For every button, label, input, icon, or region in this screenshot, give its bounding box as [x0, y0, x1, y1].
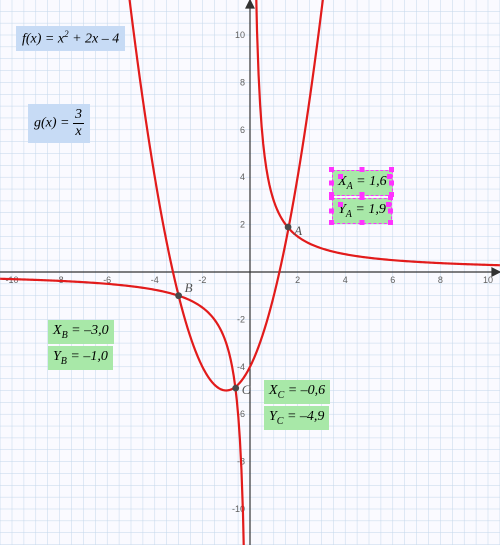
svg-text:-2: -2: [237, 314, 245, 324]
formula-g-box[interactable]: g(x) = 3x: [28, 104, 90, 143]
svg-text:10: 10: [483, 275, 493, 285]
svg-text:-4: -4: [237, 362, 245, 372]
svg-text:4: 4: [343, 275, 348, 285]
svg-text:-4: -4: [151, 275, 159, 285]
value-box-xc[interactable]: XC = –0,6: [264, 380, 330, 404]
svg-text:2: 2: [240, 220, 245, 230]
value-box-xa[interactable]: XA = 1,6: [332, 170, 393, 196]
chart-container[interactable]: -10-8-6-4-2246810-10-8-6-4-2246810 f(x) …: [0, 0, 500, 545]
svg-text:6: 6: [390, 275, 395, 285]
value-box-ya[interactable]: YA = 1,9: [332, 198, 392, 224]
value-box-yb[interactable]: YB = –1,0: [48, 346, 113, 370]
svg-text:8: 8: [240, 77, 245, 87]
svg-text:10: 10: [235, 30, 245, 40]
svg-text:2: 2: [295, 275, 300, 285]
plot-svg[interactable]: -10-8-6-4-2246810-10-8-6-4-2246810: [0, 0, 500, 545]
svg-text:6: 6: [240, 125, 245, 135]
svg-text:8: 8: [438, 275, 443, 285]
point-label-b: B: [185, 280, 193, 296]
formula-f-box[interactable]: f(x) = x2 + 2x – 4: [16, 26, 125, 51]
value-box-xb[interactable]: XB = –3,0: [48, 320, 114, 344]
value-box-yc[interactable]: YC = –4,9: [264, 406, 329, 430]
svg-text:-2: -2: [198, 275, 206, 285]
point-label-a: A: [294, 223, 302, 239]
svg-text:4: 4: [240, 172, 245, 182]
point-label-c: C: [242, 382, 251, 398]
